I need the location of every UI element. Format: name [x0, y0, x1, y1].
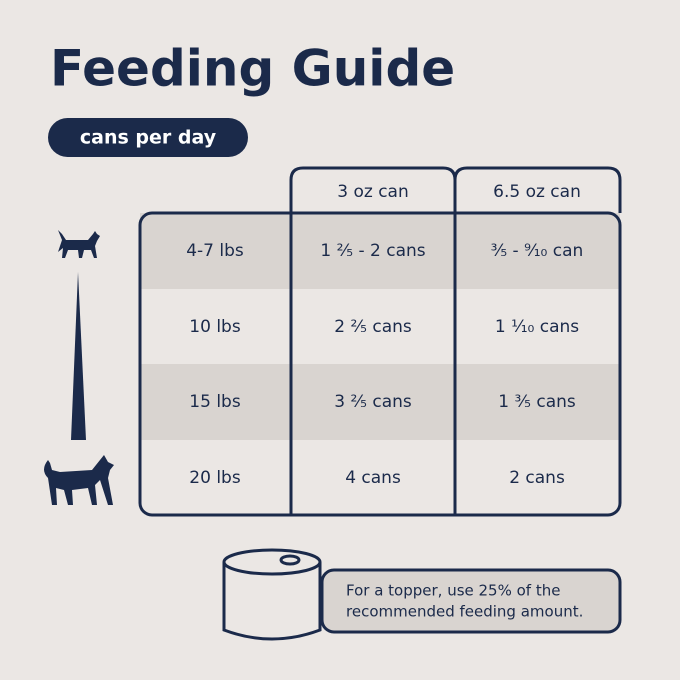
badge — [48, 118, 248, 157]
cat-large — [44, 455, 114, 505]
amount-cell: 2 ²⁄₅ cans — [334, 317, 412, 337]
weight-cell: 20 lbs — [189, 468, 241, 488]
weight-cell: 10 lbs — [189, 317, 241, 337]
amount-cell: 1 ¹⁄₁₀ cans — [495, 317, 579, 337]
badge-text: cans per day — [80, 127, 217, 149]
note-line: For a topper, use 25% of the — [346, 582, 560, 600]
note-box — [320, 568, 622, 634]
note-line: recommended feeding amount. — [346, 603, 583, 621]
amount-cell: 2 cans — [509, 468, 565, 488]
table — [138, 211, 622, 517]
can-lid — [222, 548, 322, 576]
row-shade — [140, 364, 620, 440]
column-header: 6.5 oz can — [493, 182, 581, 202]
table-border — [138, 211, 622, 517]
weight-cell: 15 lbs — [189, 392, 241, 412]
title: Feeding Guide — [50, 40, 455, 98]
row-shade — [140, 213, 620, 289]
cat-small — [58, 230, 100, 258]
amount-cell: 3 ²⁄₅ cans — [334, 392, 412, 412]
size-wedge — [71, 272, 86, 440]
amount-cell: 1 ²⁄₅ - 2 cans — [320, 241, 425, 261]
amount-cell: 4 cans — [345, 468, 401, 488]
weight-cell: 4-7 lbs — [186, 241, 244, 261]
can-tab — [279, 554, 301, 566]
amount-cell: 1 ³⁄₅ cans — [498, 392, 576, 412]
column-header: 3 oz can — [337, 182, 409, 202]
can-body — [222, 562, 322, 641]
amount-cell: ³⁄₅ - ⁹⁄₁₀ can — [491, 241, 584, 261]
column-tab — [453, 166, 622, 213]
